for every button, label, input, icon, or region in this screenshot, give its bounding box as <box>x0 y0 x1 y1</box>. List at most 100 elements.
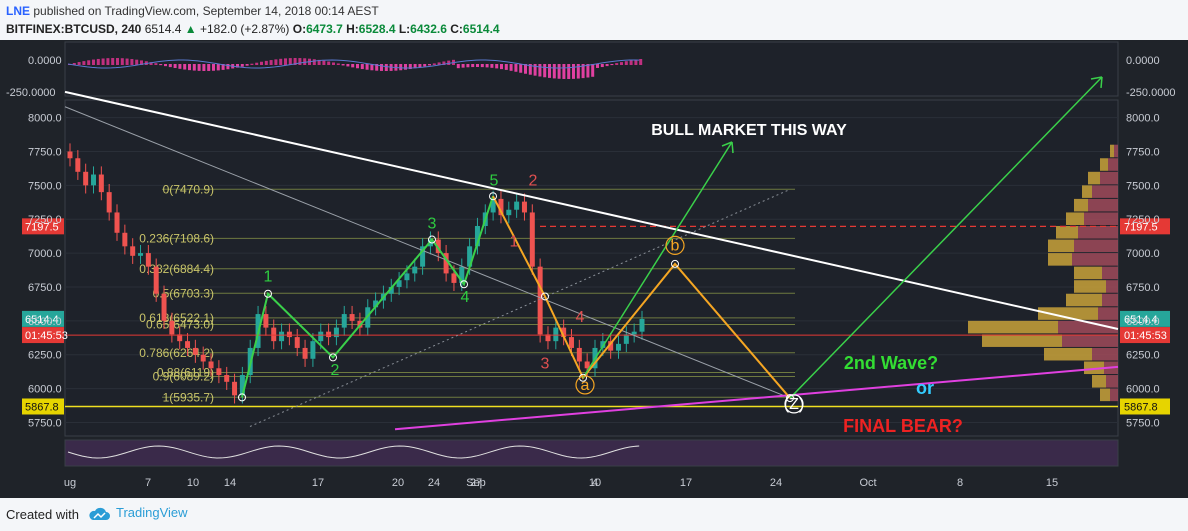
macd-bar <box>346 64 350 67</box>
low-label: L: <box>398 22 411 36</box>
macd-bar <box>384 64 388 71</box>
macd-bar <box>365 64 369 70</box>
candle-body <box>208 361 214 369</box>
macd-bar <box>197 64 201 71</box>
candle-body <box>310 341 316 359</box>
candle-body <box>506 209 512 216</box>
macd-bar <box>586 64 590 78</box>
macd-bar <box>149 62 153 65</box>
y-tick-label-right: 7750.0 <box>1126 146 1160 158</box>
macd-bar <box>524 64 527 74</box>
candle-body <box>318 331 324 342</box>
candle-body <box>263 314 269 328</box>
open-label: O: <box>292 22 307 36</box>
close-value: 6514.4 <box>462 22 500 36</box>
y-tick-label-left: 8000.0 <box>28 113 62 125</box>
macd-bar <box>236 64 239 68</box>
macd-bar <box>634 59 638 65</box>
candle-body <box>467 246 473 267</box>
candle-body <box>420 246 426 267</box>
y-tick-label-left: 7250.0 <box>28 214 62 226</box>
impulse-wave-path <box>241 195 494 398</box>
macd-bar <box>639 59 643 65</box>
macd-bar <box>82 61 86 65</box>
candle-body <box>514 201 520 210</box>
macd-bar <box>408 64 412 70</box>
y-tick-label-left: 5750.0 <box>28 417 62 429</box>
author-link[interactable]: LNE <box>6 4 30 18</box>
macd-bar <box>255 62 259 65</box>
osc-tick-label-right: 0.0000 <box>1126 55 1160 67</box>
volume-profile-down <box>1106 375 1118 388</box>
high-value: 6528.4 <box>358 22 396 36</box>
candle-body <box>623 334 629 344</box>
symbol-line: BITFINEX:BTCUSD, 240 6514.4 ▲ +182.0 (+2… <box>6 22 500 36</box>
macd-bar <box>140 60 143 65</box>
volume-profile-down <box>1110 388 1118 402</box>
y-tick-label-left: 6500.0 <box>28 316 62 328</box>
candle-body <box>435 239 441 254</box>
macd-bar <box>250 63 254 65</box>
macd-bar <box>418 64 422 68</box>
chart-footer: Created with TradingView <box>0 498 1188 531</box>
price-tag-right-label: 6514.4 <box>1124 314 1158 326</box>
bull-arrow-head <box>721 141 734 154</box>
wave-label: 1 <box>510 233 519 250</box>
published-text: published on TradingView.com, September … <box>33 4 379 18</box>
chart-annotation: BULL MARKET THIS WAY <box>651 122 847 139</box>
y-tick-label-right: 8000.0 <box>1126 113 1160 125</box>
candle-body <box>608 341 614 351</box>
macd-bar <box>596 64 599 68</box>
y-tick-label-left: 7750.0 <box>28 146 62 158</box>
candle-body <box>177 334 183 342</box>
candle-body <box>106 192 112 213</box>
candle-body <box>294 337 300 348</box>
symbol-label[interactable]: BITFINEX:BTCUSD, 240 <box>6 22 142 36</box>
price-tag-left <box>22 218 64 235</box>
macd-bar <box>620 62 623 65</box>
candle-body <box>122 232 128 247</box>
macd-bar <box>288 58 292 65</box>
candle-body <box>600 341 606 348</box>
macd-bar <box>111 58 115 65</box>
pivot-marker <box>238 393 246 402</box>
candle-body <box>568 337 574 348</box>
macd-bar <box>533 64 537 76</box>
macd-bar <box>77 62 81 65</box>
volume-profile-up <box>1038 307 1098 320</box>
candle-body <box>239 375 245 396</box>
candle-body <box>412 266 418 274</box>
pivot-marker <box>460 280 468 289</box>
last-price: 6514.4 <box>144 22 182 36</box>
macd-bar <box>188 64 191 71</box>
fib-label: 0(7470.9) <box>163 182 214 196</box>
macd-bar <box>293 58 297 65</box>
chart-svg[interactable]: 0(7470.9)0.236(7108.6)0.382(6884.4)0.5(6… <box>0 40 1188 498</box>
chart-panel[interactable]: 0(7470.9) 0.236(7108.6) 0.382(6884.4) 0.5(6… <box>0 40 1188 498</box>
macd-bar <box>207 64 211 71</box>
macd-bar <box>442 61 446 65</box>
macd-bar <box>159 64 163 66</box>
macd-bar <box>120 58 124 65</box>
brand-link[interactable]: TradingView <box>88 505 188 521</box>
fib-label: 0.236(7108.6) <box>139 231 214 245</box>
x-tick-label: 17 <box>680 477 692 489</box>
open-value: 6473.7 <box>306 22 343 36</box>
y-tick-label-right: 6750.0 <box>1126 282 1160 294</box>
candle-body <box>521 201 527 213</box>
candle-body <box>576 347 582 362</box>
macd-bar <box>605 64 609 67</box>
pivot-marker <box>329 353 337 362</box>
x-tick-label: 10 <box>187 477 199 489</box>
volume-profile-down <box>1102 266 1118 280</box>
macd-bar <box>437 62 441 65</box>
price-tag-left <box>22 310 64 327</box>
macd-bar <box>260 61 263 65</box>
x-tick-label: ug <box>64 477 76 489</box>
candle-body <box>83 171 89 186</box>
price-tag-left <box>22 398 64 415</box>
candle-body <box>224 375 230 382</box>
volume-profile-down <box>1088 198 1118 212</box>
macd-bar <box>456 64 460 69</box>
macd-bar <box>610 64 614 66</box>
